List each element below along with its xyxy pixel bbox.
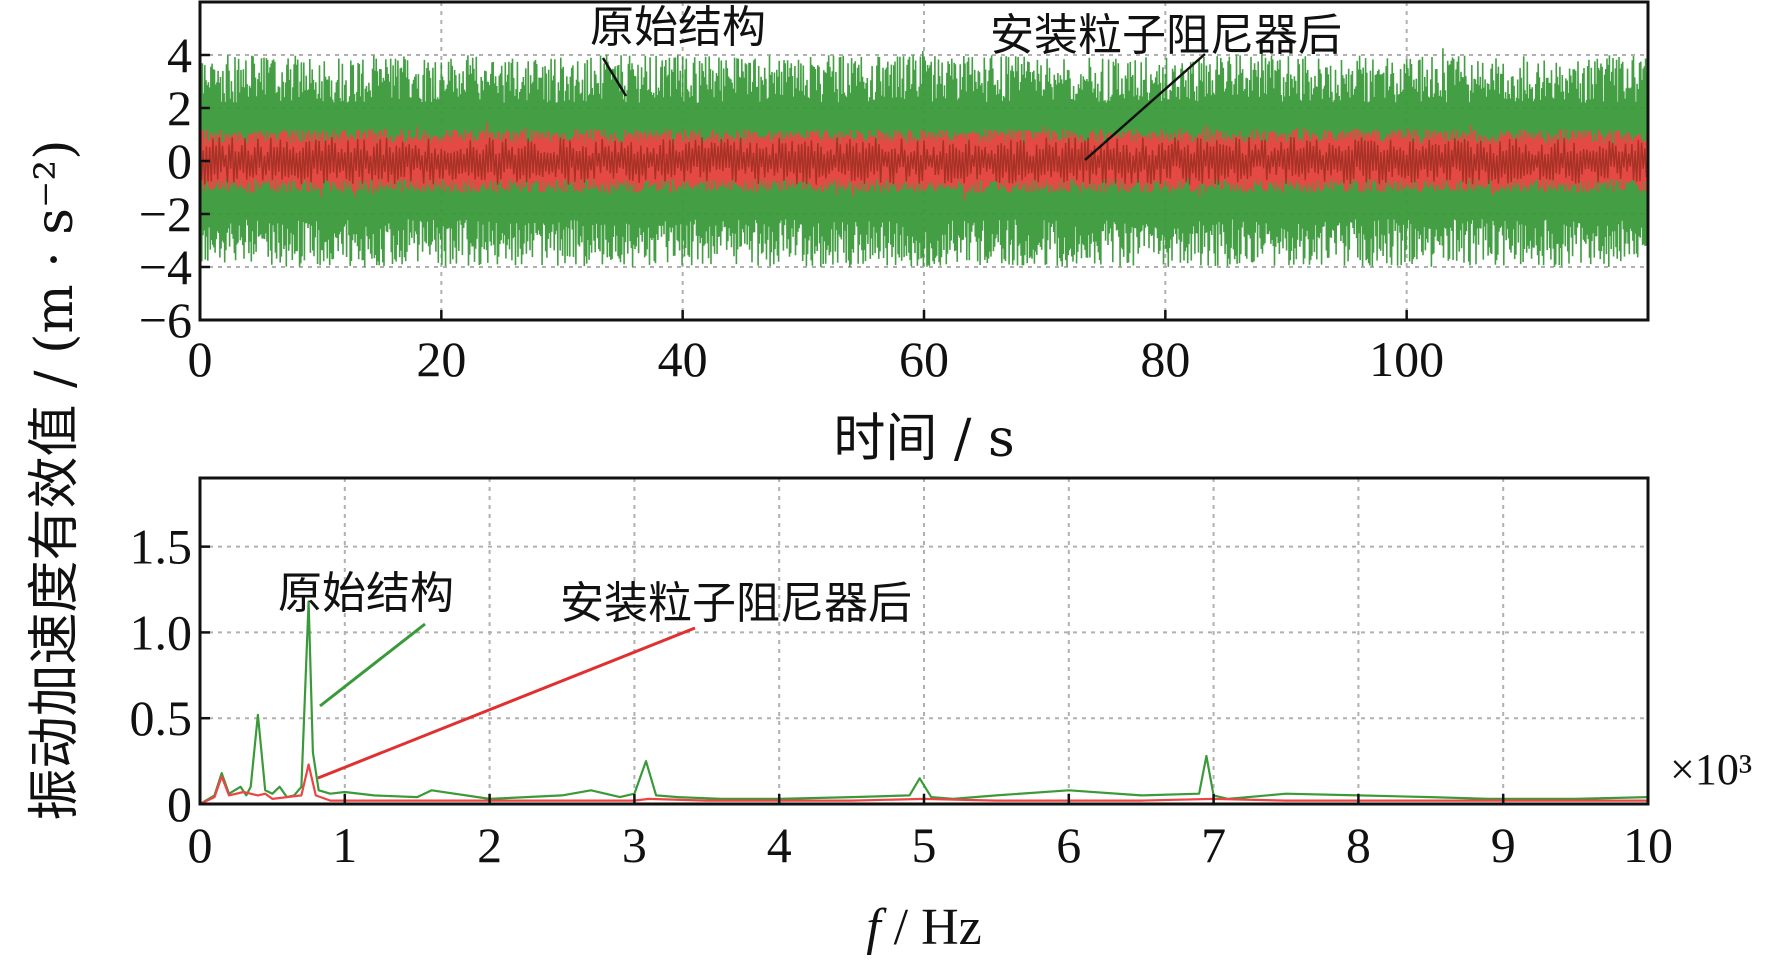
spectrum-tick-label-y: 0 <box>167 776 192 832</box>
annotation-leader-damper-spectrum <box>317 626 696 780</box>
spectrum-tick-label-x: 5 <box>912 817 937 873</box>
spectrum-tick-label-x: 6 <box>1056 817 1081 873</box>
annotation-original-spectrum: 原始结构 <box>278 568 454 619</box>
time-tick-label-x: 80 <box>1140 331 1190 387</box>
time-series-line <box>200 48 1648 268</box>
x-axis-multiplier: ×10³ <box>1670 745 1752 794</box>
annotation-damper-spectrum: 安装粒子阻尼器后 <box>560 578 912 629</box>
spectrum-series-line <box>200 600 1648 804</box>
time-series-core <box>200 137 1648 185</box>
spectrum-chart-series <box>200 600 1648 804</box>
time-axis-label: 时间 / s <box>833 409 1014 469</box>
annotation-leader-original-spectrum <box>319 622 426 708</box>
time-tick-label-y: 0 <box>167 133 192 189</box>
spectrum-tick-label-x: 2 <box>477 817 502 873</box>
spectrum-tick-label-x: 8 <box>1346 817 1371 873</box>
time-tick-label-y: 2 <box>167 80 192 136</box>
spectrum-tick-label-x: 4 <box>767 817 792 873</box>
time-chart-frame <box>198 0 1650 322</box>
spectrum-tick-label-x: 3 <box>622 817 647 873</box>
annotation-leader-original-time <box>601 57 628 97</box>
spectrum-chart-frame <box>198 476 1650 806</box>
time-chart-series <box>200 48 1648 268</box>
spectrum-tick-label-x: 9 <box>1491 817 1516 873</box>
spectrum-chart-grid <box>200 478 1648 804</box>
time-tick-label-x: 40 <box>658 331 708 387</box>
spectrum-tick-label-x: 1 <box>332 817 357 873</box>
time-tick-label-x: 60 <box>899 331 949 387</box>
time-tick-label-y: 4 <box>167 27 192 83</box>
annotation-damper-time: 安装粒子阻尼器后 <box>990 10 1342 61</box>
spectrum-chart-tick-labels: 0 1 2 3 4 5 6 7 8 9 10 0 0.5 1.0 1.5 <box>130 519 1674 873</box>
time-tick-label-y: −6 <box>139 292 192 348</box>
spectrum-chart: 0 1 2 3 4 5 6 7 8 9 10 0 0.5 1.0 1.5 原始结构 安装粒子阻尼器后 ×10… <box>130 476 1752 956</box>
spectrum-tick-label-y: 1.0 <box>130 604 193 660</box>
annotation-leader-damper-time <box>1084 53 1206 161</box>
time-tick-label-x: 0 <box>188 331 213 387</box>
time-tick-label-x: 100 <box>1369 331 1444 387</box>
annotation-original-time: 原始结构 <box>590 2 766 53</box>
time-tick-label-x: 20 <box>416 331 466 387</box>
y-axis-label: 振动加速度有效值 / (m · s⁻²) <box>25 139 85 820</box>
spectrum-tick-label-x: 7 <box>1201 817 1226 873</box>
spectrum-tick-label-y: 1.5 <box>130 519 193 575</box>
frequency-axis-label: f / Hz <box>866 899 982 956</box>
spectrum-tick-label-x: 0 <box>188 817 213 873</box>
spectrum-tick-label-x: 10 <box>1623 817 1673 873</box>
time-tick-label-y: −4 <box>139 239 192 295</box>
spectrum-tick-label-y: 0.5 <box>130 690 193 746</box>
frequency-axis-unit: / Hz <box>881 899 982 956</box>
time-tick-label-y: −2 <box>139 186 192 242</box>
spectrum-series-line <box>200 763 1648 804</box>
